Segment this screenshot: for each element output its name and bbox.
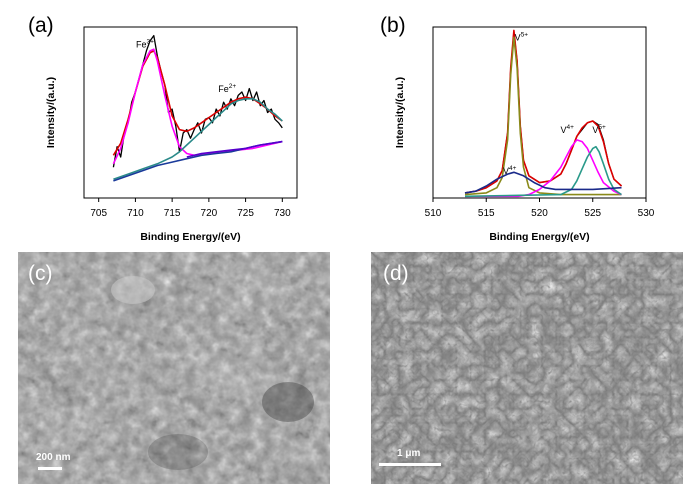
peak-annotation: V5+	[515, 32, 529, 43]
peak-annotation: V5+	[592, 124, 606, 135]
panel-label-b: (b)	[380, 14, 406, 37]
x-tick-label: 520	[531, 208, 548, 219]
scale-bar-line-c	[38, 467, 62, 470]
series-line	[112, 48, 283, 165]
scale-bar-line-d	[379, 463, 441, 466]
chart-panel-b: 510 515 520 525 530 Binding Energy/(eV) Intens…	[350, 0, 700, 255]
x-tick-label: 715	[164, 208, 181, 219]
scale-bar-d: 1 μm	[379, 448, 449, 472]
plot-frame	[432, 26, 647, 199]
scale-bar-label-d: 1 μm	[397, 448, 421, 459]
series-line	[113, 98, 283, 180]
panel-label-d: (d)	[383, 262, 409, 285]
sem-image-c: (c) 200 nm	[18, 252, 330, 484]
xps-v-chart: 510 515 520 525 530 Binding Energy/(eV) Intens…	[394, 26, 655, 243]
sem-image-d: (d) 1 μm	[371, 252, 683, 484]
xps-fe-chart: 705 710 715 720 725 730 Binding Energy/(eV) Int…	[45, 26, 298, 243]
x-tick-label: 515	[478, 208, 495, 219]
panel-label-c: (c)	[28, 262, 53, 285]
chart-panel-a: 705 710 715 720 725 730 Binding Energy/(eV) Int…	[0, 0, 350, 255]
x-tick-label: 710	[127, 208, 144, 219]
y-axis-label: Intensity/(a.u.)	[394, 77, 406, 148]
x-tick-label: 705	[90, 208, 107, 219]
y-axis-label: Intensity/(a.u.)	[45, 77, 57, 148]
peak-annotation: V4+	[503, 165, 517, 176]
scale-bar-label-c: 200 nm	[36, 452, 71, 463]
series-line	[464, 29, 623, 194]
series-line	[186, 140, 283, 158]
sem-texture-d	[371, 252, 683, 484]
series-line	[465, 139, 622, 198]
sem-texture-c	[18, 252, 330, 484]
x-tick-label: 730	[274, 208, 291, 219]
panel-label-a: (a)	[28, 14, 54, 37]
x-axis-label: Binding Energy/(eV)	[140, 231, 240, 243]
x-axis-label: Binding Energy/(eV)	[489, 231, 589, 243]
x-tick-label: 530	[638, 208, 655, 219]
series-line	[464, 171, 622, 194]
series-line	[112, 50, 283, 156]
x-tick-label: 720	[201, 208, 218, 219]
x-tick-label: 525	[584, 208, 601, 219]
x-tick-label: 510	[425, 208, 442, 219]
plot-frame	[83, 26, 298, 199]
scale-bar-c: 200 nm	[34, 452, 94, 476]
peak-annotation: Fe2+	[218, 83, 236, 94]
peak-annotation: Fe3+	[136, 39, 154, 50]
peak-annotation: V4+	[560, 124, 574, 135]
series-line	[464, 31, 622, 194]
x-tick-label: 725	[237, 208, 254, 219]
